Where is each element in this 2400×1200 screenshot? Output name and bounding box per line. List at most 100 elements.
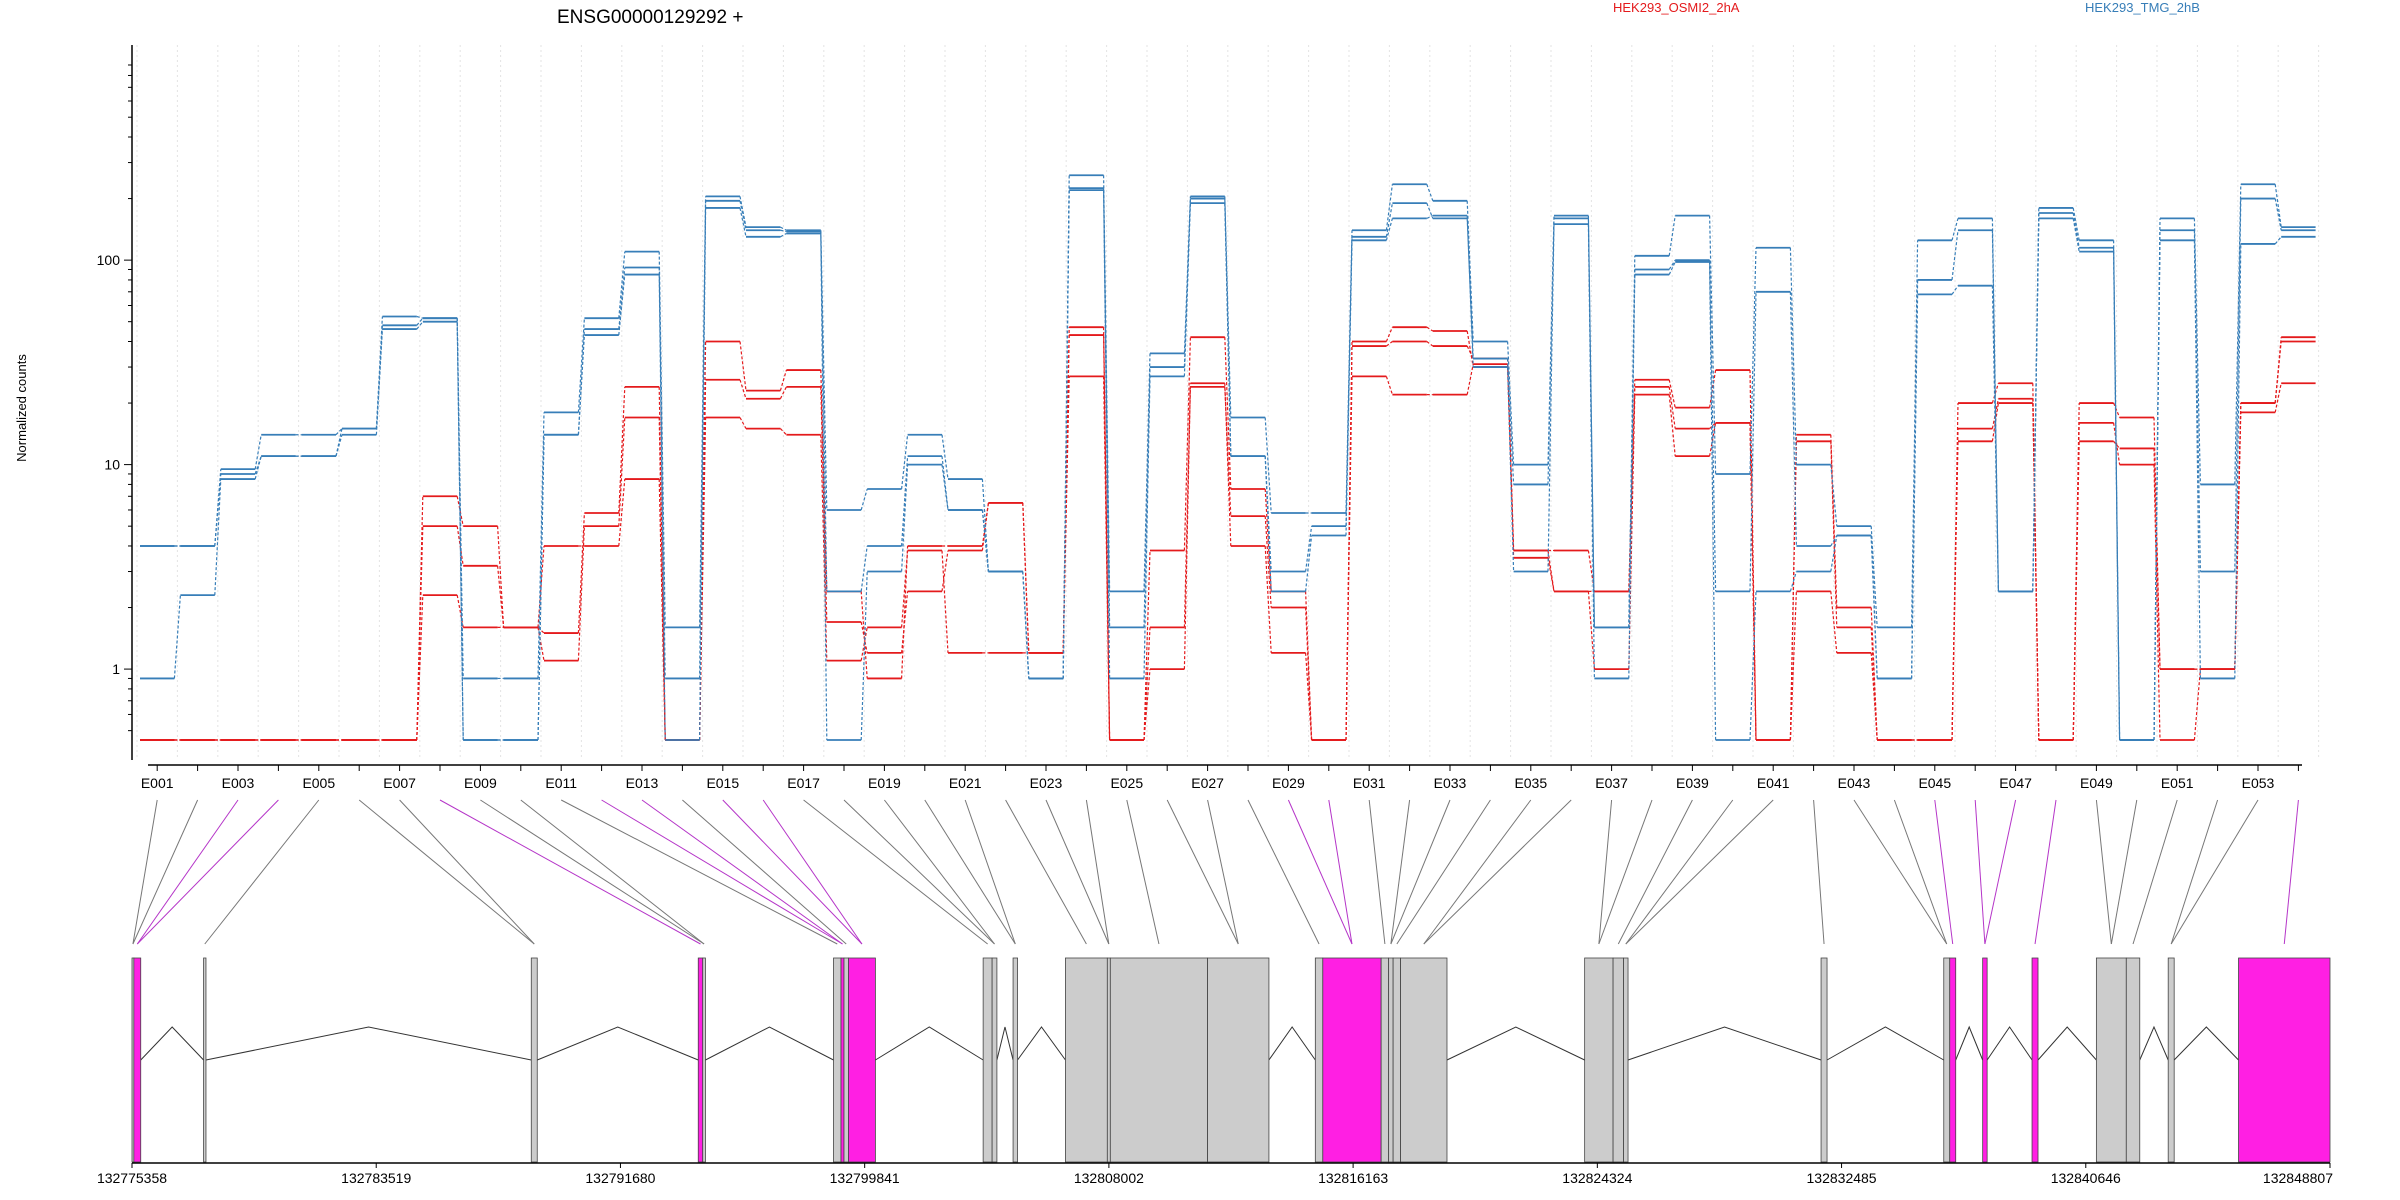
series-connector [1789, 434, 1797, 741]
series-connector [901, 545, 909, 679]
exon-connector [2095, 799, 2112, 945]
exon-connector [136, 799, 239, 945]
series-connector [2072, 403, 2080, 741]
series-connector [1264, 516, 1272, 608]
exon-connector [641, 799, 843, 945]
exon-box [1207, 957, 1270, 1163]
series-connector [1305, 535, 1313, 592]
exon-box [702, 957, 706, 1163]
series-connector [1709, 422, 1717, 430]
series-connector [1587, 550, 1595, 592]
intron-line [1017, 1026, 1066, 1061]
series-connector [941, 550, 949, 592]
series-connector [2234, 184, 2242, 485]
series-connector [416, 317, 424, 326]
series-connector [173, 595, 181, 679]
series-connector [1789, 247, 1797, 465]
y-tick-label: 10 [104, 457, 120, 473]
series-connector [780, 229, 787, 233]
exon-connector [1126, 799, 1160, 945]
series-connector [1143, 550, 1151, 741]
exon-connector [399, 799, 535, 945]
series-connector [1385, 376, 1393, 395]
gene-model [131, 957, 2331, 1163]
exon-connector [1423, 799, 1572, 945]
series-connector [1789, 571, 1797, 592]
exon-box [2031, 957, 2039, 1163]
series-connector [1830, 535, 1838, 572]
genomic-tick-label: 132816163 [1318, 1170, 1388, 1186]
x-tick-label: E033 [1434, 775, 1467, 791]
series-connector [860, 488, 868, 511]
exon-connector [1853, 799, 1948, 945]
series-connector [416, 321, 424, 330]
exon-box [1820, 957, 1828, 1163]
series-connector [2113, 240, 2121, 741]
exon-connector [1423, 799, 1532, 945]
series-connector [739, 341, 747, 391]
series-connector [779, 386, 787, 399]
series-connector [618, 478, 626, 547]
series-connector [2193, 669, 2201, 741]
series-connector [2193, 218, 2201, 485]
series-connector [901, 434, 909, 490]
intron-line [2037, 1026, 2097, 1061]
series-connector [1264, 417, 1272, 514]
series-connector [577, 318, 585, 413]
exon-connector [204, 799, 320, 945]
exon-connector [884, 799, 995, 945]
exon-box [1380, 957, 1390, 1163]
series-connector [1547, 224, 1555, 572]
exon-box [203, 957, 207, 1163]
exon-box [1388, 957, 1394, 1163]
series-connector [1103, 188, 1111, 628]
x-tick-label: E039 [1676, 775, 1709, 791]
series-connector [941, 456, 949, 511]
series-connector [1264, 488, 1272, 592]
intron-line [537, 1026, 699, 1061]
series-connector [1385, 203, 1393, 237]
y-axis: 1 10 100 [97, 45, 133, 760]
exon-box [2167, 957, 2175, 1163]
exon-connector [2283, 799, 2299, 945]
series-connector [577, 512, 585, 634]
genomic-axis: 132775358 132783519 132791680 132799841 1328… [97, 1162, 2333, 1186]
series-connector [2153, 464, 2161, 741]
exon-box [840, 957, 845, 1163]
genomic-tick-label: 132824324 [1562, 1170, 1632, 1186]
series-connector [1547, 550, 1555, 592]
series-connector [780, 226, 787, 231]
exon-connector [358, 799, 535, 945]
legend: HEK293_OSMI2_2hA HEK293_TMG_2hB [1613, 0, 2200, 15]
series-connector [1264, 545, 1272, 653]
exon-connector [132, 799, 158, 945]
series-connector [456, 595, 464, 628]
series-connector [1385, 326, 1393, 342]
series-connector [2113, 422, 2121, 465]
exon-connector [560, 799, 838, 945]
intron-line [875, 1026, 984, 1061]
exon-connector [601, 799, 843, 945]
intron-line [1826, 1026, 1944, 1061]
series-connector [1668, 259, 1676, 270]
series-connector [1103, 327, 1111, 741]
series-connector [1062, 175, 1070, 679]
x-tick-label: E023 [1030, 775, 1063, 791]
series-connector [1587, 218, 1595, 628]
series-connector [941, 434, 949, 480]
exon-box [1012, 957, 1018, 1163]
exon-connector [132, 799, 199, 945]
series-connector [577, 526, 585, 661]
series-connector [1547, 557, 1555, 592]
exon-box [848, 957, 876, 1163]
series-connector [658, 386, 666, 741]
genomic-tick-label: 132808002 [1074, 1170, 1144, 1186]
series-connector [1789, 291, 1797, 546]
exon-box [843, 957, 849, 1163]
series-connector [1547, 215, 1555, 465]
exon-box [2238, 957, 2331, 1163]
series-connector [2274, 337, 2282, 404]
series-connector [739, 200, 747, 231]
series-connector [1426, 202, 1434, 219]
